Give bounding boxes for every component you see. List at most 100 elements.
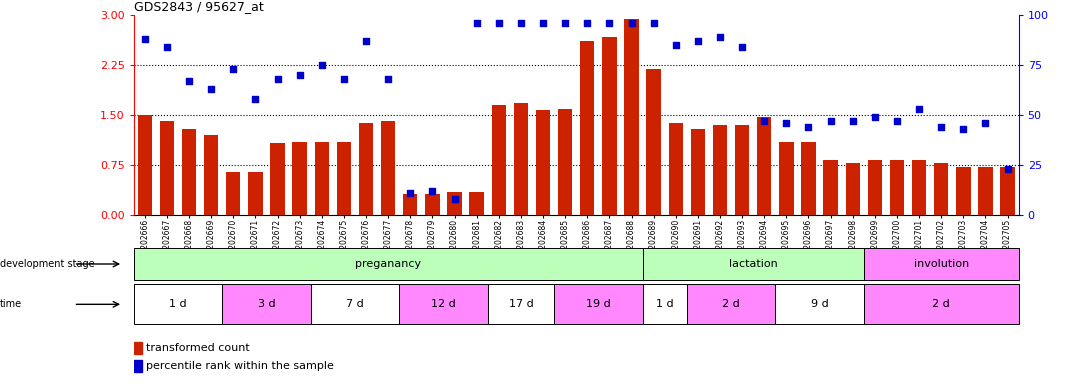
Bar (713, 125, 728, 215)
Bar (381, 121, 395, 215)
Bar (824, 161, 838, 215)
Point (401, 190, 418, 196)
Point (800, 124, 817, 130)
Bar (134, 284, 223, 324)
Point (556, 20, 574, 26)
Bar (863, 248, 1019, 280)
Bar (643, 248, 863, 280)
Bar (425, 194, 440, 215)
Bar (912, 161, 927, 215)
Bar (863, 284, 1019, 324)
Bar (226, 172, 241, 215)
Bar (488, 284, 554, 324)
Point (844, 118, 861, 124)
Text: 9 d: 9 d (811, 299, 828, 310)
Text: GDS2843 / 95627_at: GDS2843 / 95627_at (134, 0, 263, 13)
Point (954, 126, 972, 132)
Bar (536, 110, 550, 215)
Text: 19 d: 19 d (586, 299, 611, 310)
Bar (890, 161, 904, 215)
Point (534, 20, 551, 26)
Bar (403, 194, 417, 215)
Bar (934, 163, 948, 215)
Bar (223, 284, 310, 324)
Point (999, 166, 1016, 172)
Text: 12 d: 12 d (431, 299, 456, 310)
Bar (957, 167, 970, 215)
Bar (204, 135, 218, 215)
Point (822, 118, 839, 124)
Bar (868, 161, 882, 215)
Point (468, 20, 485, 26)
Text: 7 d: 7 d (346, 299, 364, 310)
Bar (134, 248, 643, 280)
Point (623, 20, 640, 26)
Bar (978, 167, 993, 215)
Bar (310, 284, 399, 324)
Text: preganancy: preganancy (355, 259, 422, 269)
Text: lactation: lactation (729, 259, 778, 269)
Bar (138, 115, 152, 215)
Bar (134, 342, 142, 354)
Point (579, 20, 596, 26)
Point (933, 124, 950, 130)
Bar (602, 36, 616, 215)
Point (380, 76, 397, 82)
Bar (447, 192, 462, 215)
Bar (271, 143, 285, 215)
Point (158, 44, 175, 50)
Bar (182, 129, 196, 215)
Text: transformed count: transformed count (146, 343, 249, 353)
Bar (735, 125, 749, 215)
Text: time: time (0, 299, 22, 310)
Point (911, 106, 928, 112)
Point (645, 20, 662, 26)
Point (689, 38, 706, 45)
Point (513, 20, 530, 26)
Bar (491, 105, 506, 215)
Bar (801, 142, 815, 215)
Text: 17 d: 17 d (508, 299, 533, 310)
Bar (358, 123, 373, 215)
Bar (1000, 167, 1014, 215)
Bar (557, 109, 572, 215)
Point (490, 20, 507, 26)
Text: 1 d: 1 d (169, 299, 187, 310)
Text: 3 d: 3 d (258, 299, 275, 310)
Text: involution: involution (914, 259, 968, 269)
Bar (690, 129, 705, 215)
Text: 1 d: 1 d (656, 299, 673, 310)
Bar (776, 284, 863, 324)
Bar (470, 192, 484, 215)
Bar (554, 284, 643, 324)
Bar (646, 69, 661, 215)
Bar (514, 103, 529, 215)
Point (136, 36, 153, 42)
Text: 2 d: 2 d (932, 299, 950, 310)
Bar (580, 41, 595, 215)
Point (601, 20, 618, 26)
Point (181, 78, 198, 84)
Point (755, 118, 773, 124)
Point (335, 76, 352, 82)
Point (977, 120, 994, 126)
Bar (779, 142, 794, 215)
Bar (624, 19, 639, 215)
Bar (315, 142, 328, 215)
Point (202, 86, 219, 92)
Bar (845, 163, 860, 215)
Point (867, 114, 884, 120)
Point (446, 196, 463, 202)
Point (668, 42, 685, 48)
Point (888, 118, 905, 124)
Point (424, 188, 441, 194)
Bar (159, 121, 174, 215)
Text: development stage: development stage (0, 259, 94, 269)
Point (269, 76, 286, 82)
Bar (337, 142, 351, 215)
Text: 2 d: 2 d (722, 299, 740, 310)
Point (247, 96, 264, 102)
Point (712, 34, 729, 40)
Point (778, 120, 795, 126)
Point (357, 38, 374, 45)
